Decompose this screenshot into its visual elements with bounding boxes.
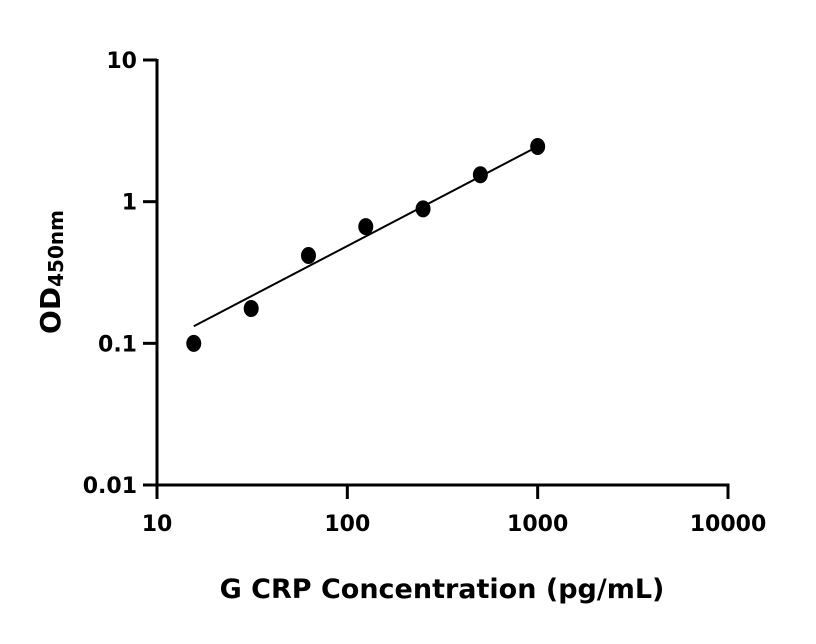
data-point <box>472 166 488 184</box>
y-axis-label-subscript: 450nm <box>44 210 68 287</box>
data-marks <box>186 138 546 352</box>
y-tick-label: 1 <box>122 191 137 216</box>
data-point <box>358 218 374 236</box>
y-axis-label-main: OD <box>34 287 67 334</box>
y-tick-label: 10 <box>106 49 137 74</box>
x-tick-label: 1000 <box>507 512 568 537</box>
y-tick-label: 0.1 <box>98 332 137 357</box>
y-axis-label: OD450nm <box>34 210 68 334</box>
data-point <box>243 300 259 318</box>
axes: 10 100 1000 10000 0.01 0.1 1 10 <box>83 49 767 537</box>
x-axis-label: G CRP Concentration (pg/mL) <box>220 574 665 605</box>
data-point <box>300 246 316 264</box>
data-point <box>186 334 202 352</box>
data-point <box>530 138 546 156</box>
data-point <box>415 200 431 218</box>
x-tick-label: 10000 <box>690 512 767 537</box>
x-tick-label: 100 <box>324 512 370 537</box>
y-tick-label: 0.01 <box>83 474 137 499</box>
x-tick-label: 10 <box>142 512 173 537</box>
